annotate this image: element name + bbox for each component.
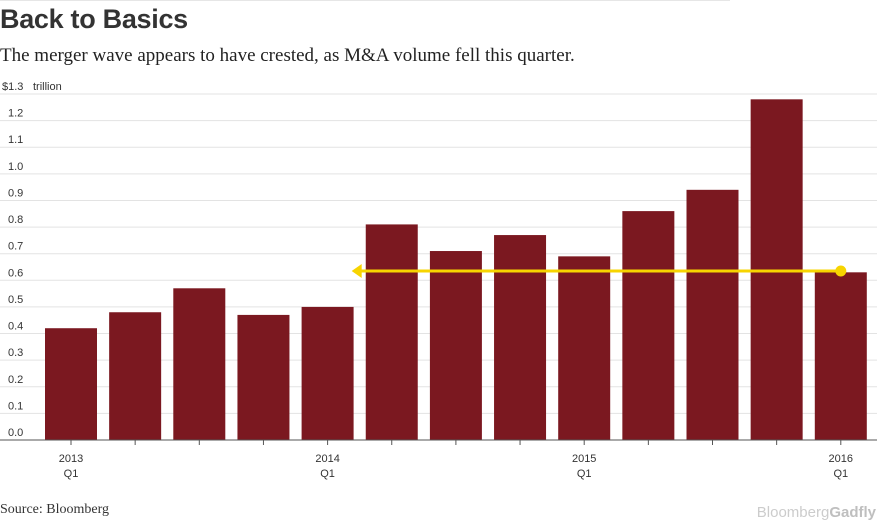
y-tick-label: 1.0 <box>8 161 23 173</box>
y-tick-label: 1.2 <box>8 108 23 120</box>
x-tick-year: 2013 <box>59 453 83 465</box>
x-tick-year: 2014 <box>315 453 339 465</box>
y-tick-label: $1.3 <box>2 81 23 93</box>
bar <box>45 328 97 440</box>
y-tick-label: 0.6 <box>8 267 23 279</box>
x-tick-quarter: Q1 <box>833 468 848 480</box>
y-tick-label: 0.9 <box>8 187 23 199</box>
y-tick-label: 0.1 <box>8 400 23 412</box>
brand-part1: Bloomberg <box>756 504 830 521</box>
x-tick-quarter: Q1 <box>64 468 79 480</box>
bar <box>237 314 290 440</box>
y-tick-label: 0.4 <box>8 321 23 333</box>
chart-title: Back to Basics <box>0 4 188 34</box>
y-axis-ticks: 0.0 0.1 0.2 0.3 0.4 0.5 0.6 0.7 0.8 0.9 1.0 1.1 1.2 $… <box>2 81 62 439</box>
chart-subtitle: The merger wave appears to have crested,… <box>0 45 575 66</box>
bar <box>301 306 354 440</box>
x-tick-year: 2016 <box>829 453 853 465</box>
bar <box>429 251 482 440</box>
x-tick-quarter: Q1 <box>320 468 335 480</box>
bar <box>814 272 867 440</box>
top-rule <box>0 0 730 1</box>
bar <box>109 312 162 440</box>
brand-logo: BloombergGadfly <box>757 504 876 521</box>
y-unit-label: trillion <box>33 81 62 93</box>
x-tick-year: 2015 <box>572 453 596 465</box>
bar <box>365 224 418 440</box>
annotation-arrowhead <box>351 263 362 278</box>
bar <box>494 235 547 440</box>
x-tick-quarter: Q1 <box>577 468 592 480</box>
y-tick-label: 0.5 <box>8 294 23 306</box>
bar <box>558 256 611 440</box>
y-tick-label: 0.8 <box>8 214 23 226</box>
x-axis-ticks: 2013 Q1 2014 Q1 2015 Q1 2016 Q1 <box>0 439 877 480</box>
y-tick-label: 0.2 <box>8 374 23 386</box>
brand-part2: Gadfly <box>829 504 876 521</box>
y-tick-label: 0.7 <box>8 241 23 253</box>
y-tick-label: 0.0 <box>8 427 23 439</box>
source-note: Source: Bloomberg <box>0 502 110 517</box>
annotation-dot <box>835 265 847 277</box>
bar <box>686 189 739 440</box>
y-tick-label: 1.1 <box>8 134 23 146</box>
bar <box>173 288 226 440</box>
y-tick-label: 0.3 <box>8 347 23 359</box>
annotation-arrow <box>351 263 847 278</box>
bar <box>622 211 675 440</box>
bars <box>45 99 867 441</box>
